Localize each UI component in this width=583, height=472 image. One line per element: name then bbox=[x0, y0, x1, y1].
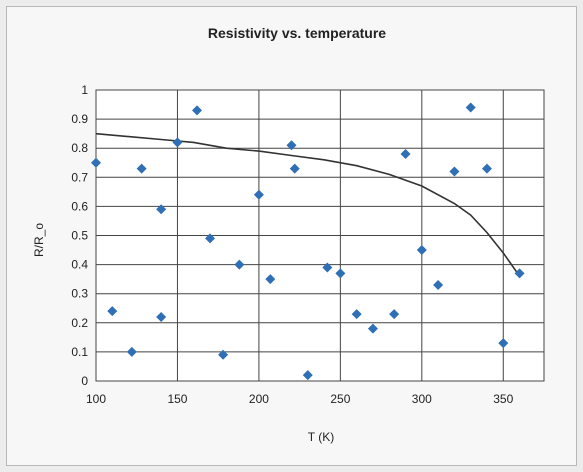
x-tick-label: 200 bbox=[249, 392, 269, 406]
x-tick-label: 300 bbox=[412, 392, 432, 406]
data-point-marker bbox=[234, 259, 245, 270]
x-tick-labels: 100 150 200 250 300 350 bbox=[86, 392, 514, 406]
chart-frame: Resistivity vs. temperature 100 150 200 250… bbox=[6, 6, 577, 466]
data-point-marker bbox=[389, 309, 400, 320]
data-point-marker bbox=[351, 309, 362, 320]
y-tick-label: 0.5 bbox=[71, 229, 88, 243]
y-tick-label: 0.9 bbox=[71, 112, 88, 126]
data-point-marker bbox=[514, 268, 525, 279]
data-point-marker bbox=[498, 338, 509, 349]
data-point-marker bbox=[335, 268, 346, 279]
data-point-marker bbox=[367, 323, 378, 334]
data-point-marker bbox=[265, 274, 276, 285]
y-tick-label: 0.2 bbox=[71, 316, 88, 330]
y-axis-label: R/R_o bbox=[32, 223, 46, 257]
data-point-marker bbox=[107, 306, 118, 317]
data-point-marker bbox=[126, 346, 137, 357]
data-point-marker bbox=[156, 204, 167, 215]
data-point-marker bbox=[253, 189, 264, 200]
chart-title: Resistivity vs. temperature bbox=[208, 25, 386, 41]
y-tick-labels: 0 0.1 0.2 0.3 0.4 0.5 0.6 0.7 0.8 0.9 1 bbox=[71, 83, 88, 388]
data-point-marker bbox=[192, 105, 203, 116]
y-tick-label: 0.1 bbox=[71, 345, 88, 359]
x-tick-label: 100 bbox=[86, 392, 106, 406]
data-point-marker bbox=[289, 163, 300, 174]
y-tick-label: 0.4 bbox=[71, 258, 88, 272]
data-point-marker bbox=[465, 102, 476, 113]
y-tick-label: 1 bbox=[81, 83, 88, 97]
y-tick-label: 0.8 bbox=[71, 141, 88, 155]
data-point-marker bbox=[218, 349, 229, 360]
x-axis-label: T (K) bbox=[308, 430, 334, 444]
x-tick-label: 150 bbox=[167, 392, 187, 406]
data-point-marker bbox=[286, 140, 297, 151]
y-tick-label: 0.7 bbox=[71, 170, 88, 184]
x-tick-label: 350 bbox=[493, 392, 513, 406]
data-points bbox=[91, 102, 525, 381]
data-point-marker bbox=[449, 166, 460, 177]
y-tick-label: 0.6 bbox=[71, 199, 88, 213]
data-point-marker bbox=[172, 137, 183, 148]
y-tick-label: 0.3 bbox=[71, 287, 88, 301]
y-tick-label: 0 bbox=[81, 374, 88, 388]
data-point-marker bbox=[302, 370, 313, 381]
data-point-marker bbox=[481, 163, 492, 174]
data-point-marker bbox=[433, 279, 444, 290]
data-point-marker bbox=[136, 163, 147, 174]
data-point-marker bbox=[91, 157, 101, 168]
scatter-chart: Resistivity vs. temperature 100 150 200 250… bbox=[32, 25, 545, 444]
x-tick-label: 250 bbox=[330, 392, 350, 406]
data-point-marker bbox=[416, 245, 427, 256]
data-point-marker bbox=[400, 149, 411, 160]
gridlines bbox=[95, 89, 544, 382]
data-point-marker bbox=[322, 262, 333, 273]
data-point-marker bbox=[156, 311, 167, 322]
data-point-marker bbox=[205, 233, 216, 244]
